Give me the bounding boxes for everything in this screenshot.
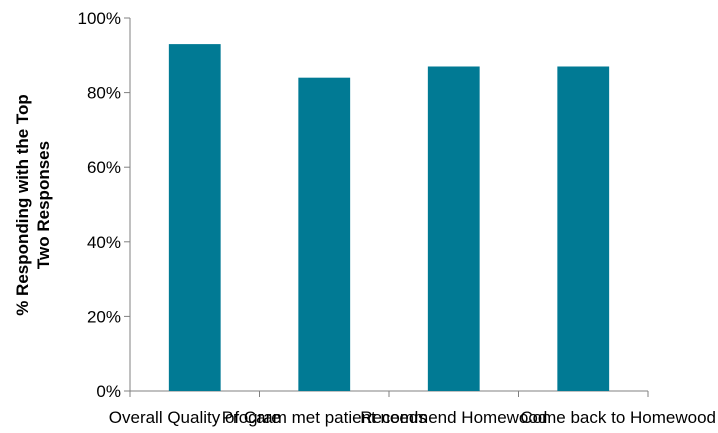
bar — [557, 66, 610, 392]
y-axis-title-line-1: % Responding with the Top — [13, 94, 32, 316]
bars — [168, 44, 610, 392]
y-tick-label: 80% — [87, 84, 121, 103]
x-category-label: Recommend Homewood — [360, 408, 547, 427]
y-axis-title-line-2: Two Responses — [34, 141, 53, 269]
y-tick-label: 20% — [87, 307, 121, 326]
y-tick-label: 60% — [87, 158, 121, 177]
bar — [168, 44, 221, 392]
x-category-label: Overall Quality of Care — [109, 408, 281, 427]
y-axis-title: % Responding with the Top Two Responses — [13, 94, 53, 316]
x-category-label: Come back to Homewood — [520, 408, 716, 427]
y-tick-label: 40% — [87, 233, 121, 252]
y-tick-label: 100% — [78, 9, 121, 28]
bar — [427, 66, 480, 392]
x-category-label: Program met patient needs — [222, 408, 427, 427]
y-tick-label: 0% — [96, 382, 121, 401]
y-axis-ticks: 0% 20% 40% 60% 80% 100% — [78, 9, 130, 401]
bar — [298, 77, 351, 392]
